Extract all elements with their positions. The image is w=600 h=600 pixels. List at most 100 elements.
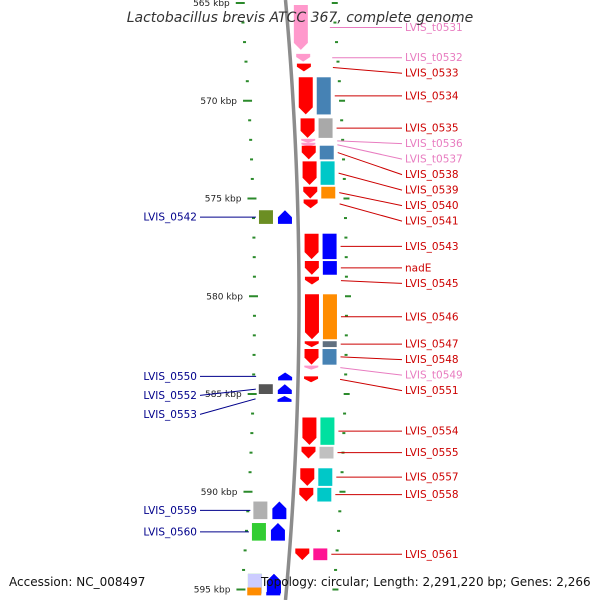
forward-gene-arrow xyxy=(296,53,311,62)
reverse-gene-arrow xyxy=(272,501,287,520)
tick-mark-right xyxy=(342,177,346,180)
tick-mark-right xyxy=(344,373,348,376)
tick-mark-left xyxy=(250,177,254,180)
forward-gene-arrow xyxy=(304,341,319,348)
gene-label: LVIS_0539 xyxy=(405,185,459,197)
tick-mark-left xyxy=(248,295,258,298)
tick-mark-right xyxy=(332,588,339,591)
gene-label: LVIS_0554 xyxy=(405,426,459,438)
scale-label: 585 kbp xyxy=(205,390,242,400)
gene-label: LVIS_t0549 xyxy=(405,370,463,382)
label-leader-line xyxy=(337,140,403,145)
forward-gene-arrow xyxy=(300,468,315,486)
reverse-gene-arrow xyxy=(266,573,281,594)
cog-category-box xyxy=(317,487,332,502)
tick-mark-right xyxy=(340,119,344,122)
tick-mark-right xyxy=(335,549,339,552)
gene-label: LVIS_0538 xyxy=(405,169,459,181)
tick-mark-right xyxy=(342,432,346,435)
cog-category-box xyxy=(322,261,337,275)
tick-mark-left xyxy=(243,549,247,552)
forward-gene-arrow xyxy=(304,276,319,285)
tick-mark-left xyxy=(249,451,253,454)
gene-label: LVIS_0560 xyxy=(143,526,197,538)
label-leader-line xyxy=(340,356,403,361)
cog-category-box xyxy=(247,587,262,596)
cog-category-box xyxy=(258,210,273,224)
forward-gene-arrow xyxy=(299,487,314,502)
cog-category-box xyxy=(320,417,335,445)
tick-mark-right xyxy=(336,60,340,63)
gene-label: LVIS_t0537 xyxy=(405,154,463,166)
tick-mark-left xyxy=(242,568,246,571)
tick-mark-right xyxy=(344,314,348,317)
cog-category-box xyxy=(321,186,336,199)
forward-gene-arrow xyxy=(302,417,317,445)
label-leader-line xyxy=(338,172,403,191)
label-leader-line xyxy=(337,144,403,160)
forward-gene-arrow xyxy=(296,63,311,72)
tick-mark-right xyxy=(343,412,347,415)
forward-gene-arrow xyxy=(303,186,318,199)
cog-category-box xyxy=(251,523,266,541)
forward-gene-arrow xyxy=(304,294,319,340)
forward-gene-arrow xyxy=(304,261,319,275)
map-title: Lactobacillus brevis ATCC 367, complete … xyxy=(126,10,474,26)
tick-mark-left xyxy=(252,314,256,317)
tick-mark-right xyxy=(338,510,342,513)
tick-mark-right xyxy=(335,41,339,44)
tick-mark-left xyxy=(250,432,254,435)
cog-category-box xyxy=(322,349,337,365)
label-leader-line xyxy=(340,280,403,284)
reverse-gene-arrow xyxy=(278,372,293,381)
cog-category-box xyxy=(318,118,333,138)
tick-mark-left xyxy=(243,490,253,493)
gene-label: LVIS_t0532 xyxy=(405,52,463,64)
tick-mark-right xyxy=(344,236,348,239)
tick-mark-left xyxy=(252,236,256,239)
gene-label: nadE xyxy=(405,262,431,274)
tick-mark-right xyxy=(341,138,345,141)
forward-gene-arrow xyxy=(304,233,319,260)
tick-mark-right xyxy=(342,158,346,161)
reverse-gene-arrow xyxy=(270,523,285,541)
genome-backbone xyxy=(283,0,301,600)
feature-labels: LVIS_t0531 LVIS_t0532 LVIS_0533 LVIS_0534 LV… xyxy=(143,22,463,561)
genome-summary-text: Topology: circular; Length: 2,291,220 bp… xyxy=(261,575,591,589)
gene-label: LVIS_t0531 xyxy=(405,22,463,34)
scale-label: 575 kbp xyxy=(205,195,242,205)
tick-mark-left xyxy=(251,412,255,415)
tick-mark-right xyxy=(343,393,350,395)
tick-mark-right xyxy=(333,21,337,24)
tick-mark-left xyxy=(246,510,250,513)
tick-mark-right xyxy=(344,275,348,278)
cog-category-box xyxy=(318,468,333,486)
tick-mark-right xyxy=(344,295,351,298)
tick-mark-left xyxy=(243,41,247,44)
cog-category-box xyxy=(253,501,268,520)
tick-mark-left xyxy=(248,471,252,474)
scale-label: 590 kbp xyxy=(201,488,238,498)
gene-label: LVIS_0548 xyxy=(405,354,459,366)
tick-mark-left xyxy=(247,393,257,395)
cog-category-box xyxy=(313,548,328,561)
tick-mark-left xyxy=(247,197,257,200)
tick-mark-right xyxy=(344,353,348,356)
gene-label: LVIS_0545 xyxy=(405,278,459,290)
forward-gene-arrow xyxy=(295,548,310,561)
cog-category-box xyxy=(319,446,334,459)
scale-label: 580 kbp xyxy=(206,292,243,302)
gene-label: LVIS_0555 xyxy=(405,447,459,459)
gene-label: LVIS_0540 xyxy=(405,200,459,212)
accession-text: Accession: NC_008497 xyxy=(9,575,146,589)
gene-label: LVIS_0541 xyxy=(405,216,459,228)
cog-category-box xyxy=(322,341,337,348)
label-leader-line xyxy=(340,367,403,376)
tick-mark-left xyxy=(245,80,249,83)
tick-mark-left xyxy=(241,21,245,24)
tick-mark-left xyxy=(236,588,246,591)
gene-label: LVIS_0559 xyxy=(143,505,197,517)
label-leader-line xyxy=(199,388,256,396)
tick-mark-left xyxy=(251,217,255,220)
